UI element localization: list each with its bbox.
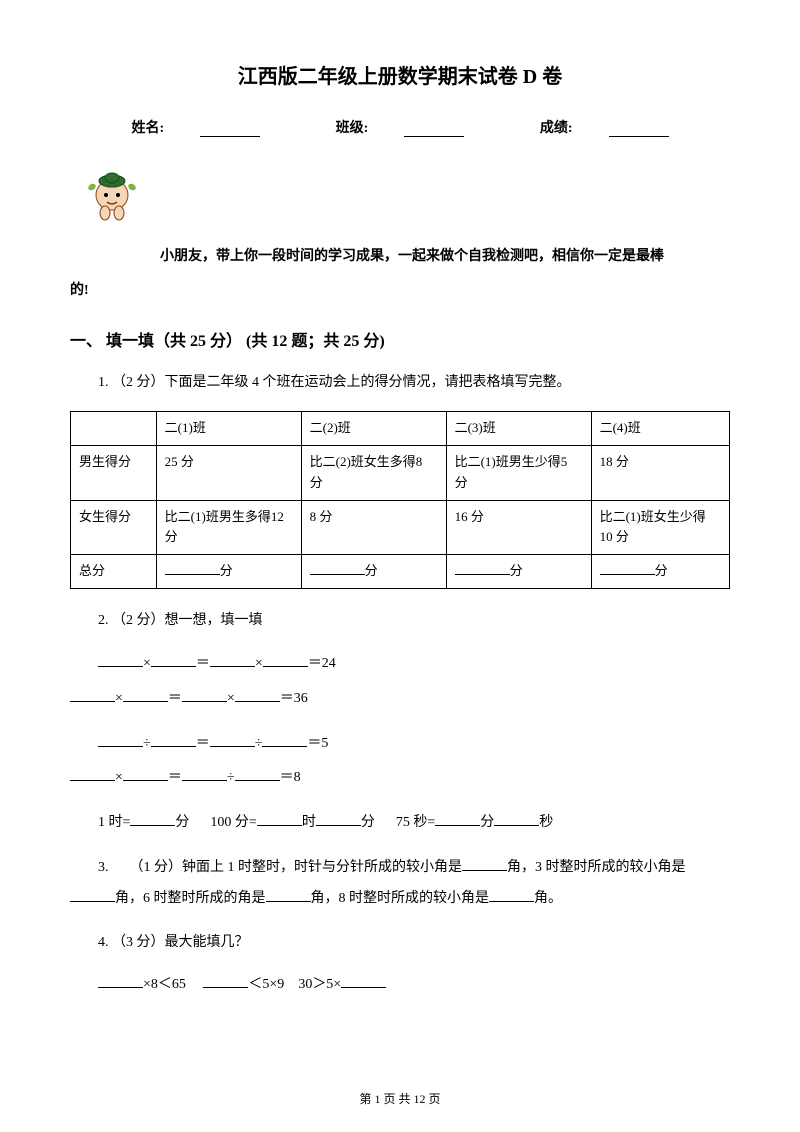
score-label: 成绩:: [522, 121, 687, 136]
intro-text: 小朋友，带上你一段时间的学习成果，一起来做个自我检测吧，相信你一定是最棒 的!: [70, 240, 730, 307]
student-info-line: 姓名: 班级: 成绩:: [70, 117, 730, 137]
question-3: 3. （1 分）钟面上 1 时整时，时针与分针所成的较小角是角，3 时整时所成的…: [70, 853, 730, 915]
question-4-expr: ×8＜65 ＜5×9 30＞5×: [70, 971, 730, 999]
table-row: 总分 分 分 分 分: [71, 555, 730, 589]
name-label: 姓名:: [113, 121, 278, 136]
question-1: 1. （2 分）下面是二年级 4 个班在运动会上的得分情况，请把表格填写完整。: [70, 369, 730, 397]
section-1-header: 一、 填一填（共 25 分） (共 12 题；共 25 分): [70, 327, 730, 351]
question-2-equations: ×＝×＝24 ×＝×＝36 ÷＝÷＝5 ×＝÷＝8 1 时=分 100 分=时分…: [70, 649, 730, 839]
page-footer: 第 1 页 共 12 页: [0, 1090, 800, 1107]
cartoon-icon: [80, 167, 730, 232]
score-table: 二(1)班 二(2)班 二(3)班 二(4)班 男生得分 25 分 比二(2)班…: [70, 411, 730, 589]
question-2: 2. （2 分）想一想，填一填: [70, 607, 730, 635]
exam-title: 江西版二年级上册数学期末试卷 D 卷: [70, 60, 730, 89]
table-header-row: 二(1)班 二(2)班 二(3)班 二(4)班: [71, 412, 730, 446]
table-row: 女生得分 比二(1)班男生多得12 分 8 分 16 分 比二(1)班女生少得 …: [71, 500, 730, 555]
class-label: 班级:: [318, 121, 483, 136]
table-row: 男生得分 25 分 比二(2)班女生多得8 分 比二(1)班男生少得5 分 18…: [71, 445, 730, 500]
question-4: 4. （3 分）最大能填几？: [70, 929, 730, 957]
